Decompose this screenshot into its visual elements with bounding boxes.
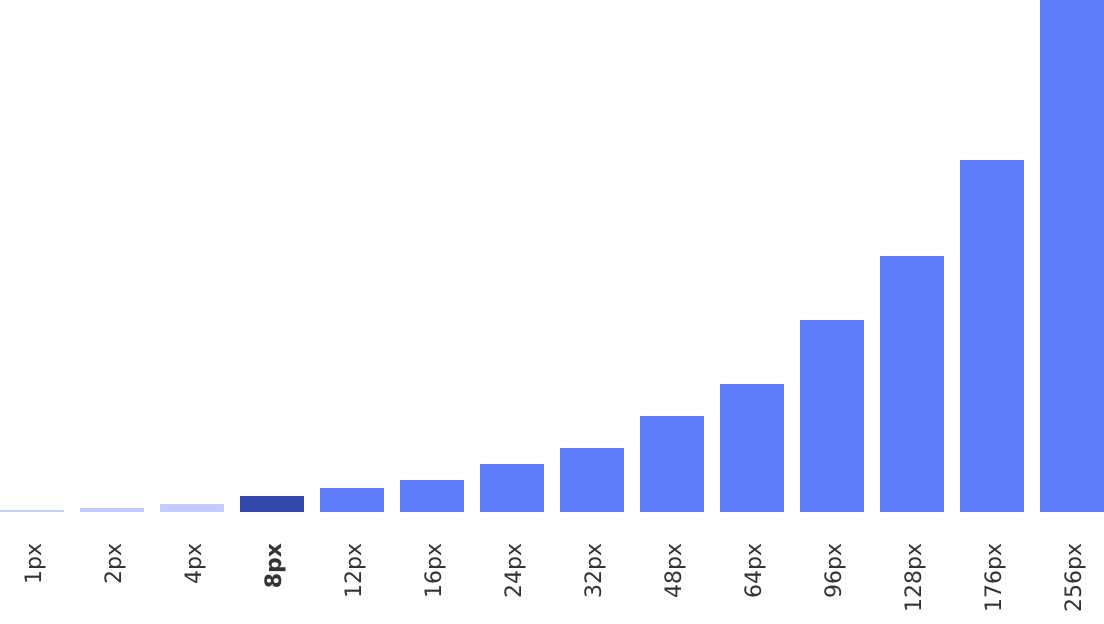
bar-label: 4px — [182, 543, 207, 584]
bar — [160, 504, 224, 512]
bar — [960, 160, 1024, 512]
bar-label: 32px — [582, 543, 607, 598]
bar — [1040, 0, 1104, 512]
bar — [80, 508, 144, 512]
bar-label: 64px — [742, 543, 767, 598]
bar — [560, 448, 624, 512]
bar-label: 176px — [982, 543, 1007, 612]
bar-label: 256px — [1062, 543, 1087, 612]
bar-label: 1px — [22, 543, 47, 584]
bar-label: 48px — [662, 543, 687, 598]
bar-label: 128px — [902, 543, 927, 612]
bar — [400, 480, 464, 512]
bar-label: 12px — [342, 543, 367, 598]
bar-label: 24px — [502, 543, 527, 598]
bar — [240, 496, 304, 512]
bar — [480, 464, 544, 512]
bar — [640, 416, 704, 512]
bar-label: 8px — [262, 543, 287, 588]
bar — [0, 510, 64, 512]
bar-label: 96px — [822, 543, 847, 598]
bar — [720, 384, 784, 512]
bar — [800, 320, 864, 512]
bar-label: 16px — [422, 543, 447, 598]
bar-label: 2px — [102, 543, 127, 584]
bar — [320, 488, 384, 512]
bar — [880, 256, 944, 512]
